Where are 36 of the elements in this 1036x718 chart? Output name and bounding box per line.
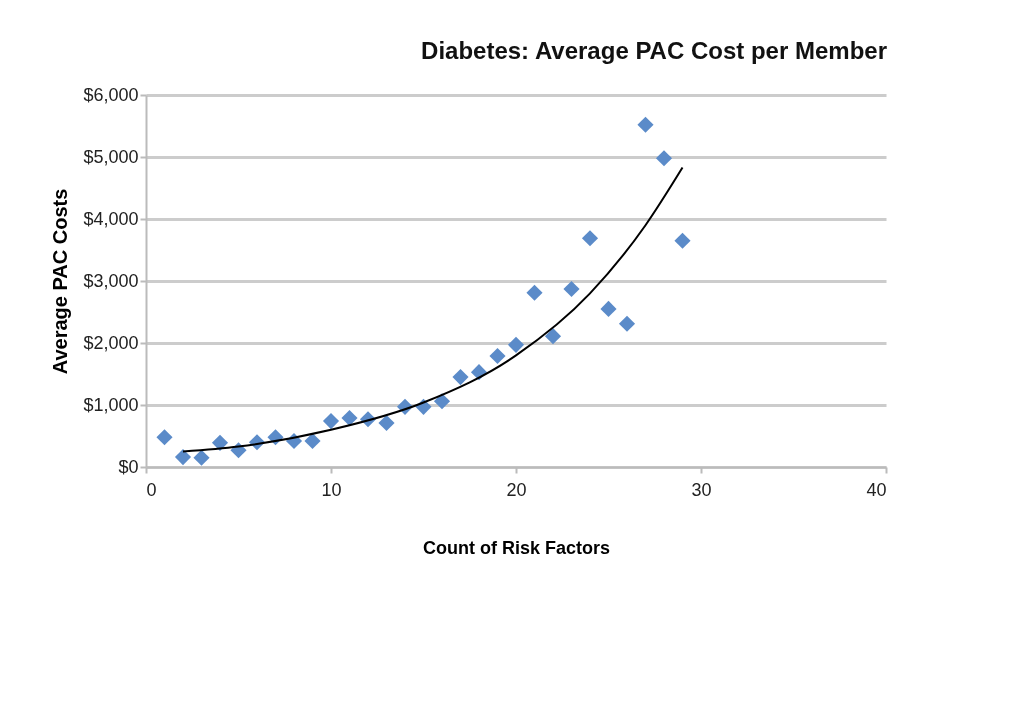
y-tick-label: $5,000 (83, 146, 139, 167)
point (452, 369, 469, 386)
point (507, 336, 525, 353)
x-axis-title: Count of Risk Factors (422, 537, 611, 558)
point (581, 230, 599, 247)
point (304, 432, 321, 450)
y-axis-title: Average PAC Costs (49, 188, 72, 375)
point (655, 150, 673, 167)
y-tick-label: $3,000 (83, 270, 139, 291)
point (600, 300, 617, 317)
x-tick-label: 20 (506, 479, 527, 500)
point (378, 414, 395, 432)
point (544, 328, 562, 345)
point (156, 429, 173, 446)
point (174, 449, 192, 466)
point (341, 409, 358, 427)
point (211, 434, 229, 451)
y-tick-label: $2,000 (83, 332, 139, 353)
y-tick-label: $1,000 (83, 394, 139, 415)
point (674, 232, 691, 249)
point (618, 315, 636, 332)
chart-title: Diabetes: Average PAC Cost per Member (421, 37, 887, 64)
y-tick-label: $4,000 (83, 208, 139, 229)
point (322, 413, 340, 430)
point (433, 393, 451, 410)
point (526, 284, 543, 301)
y-tick-label: $6,000 (83, 84, 139, 105)
point (193, 449, 210, 466)
x-tick-label: 0 (146, 479, 157, 500)
x-tick-label: 30 (691, 479, 712, 500)
point (489, 347, 506, 365)
x-tick-label: 40 (866, 479, 887, 500)
y-tick-label: $0 (118, 456, 139, 477)
point (637, 116, 654, 133)
point (563, 281, 580, 298)
x-tick-label: 10 (321, 479, 342, 500)
